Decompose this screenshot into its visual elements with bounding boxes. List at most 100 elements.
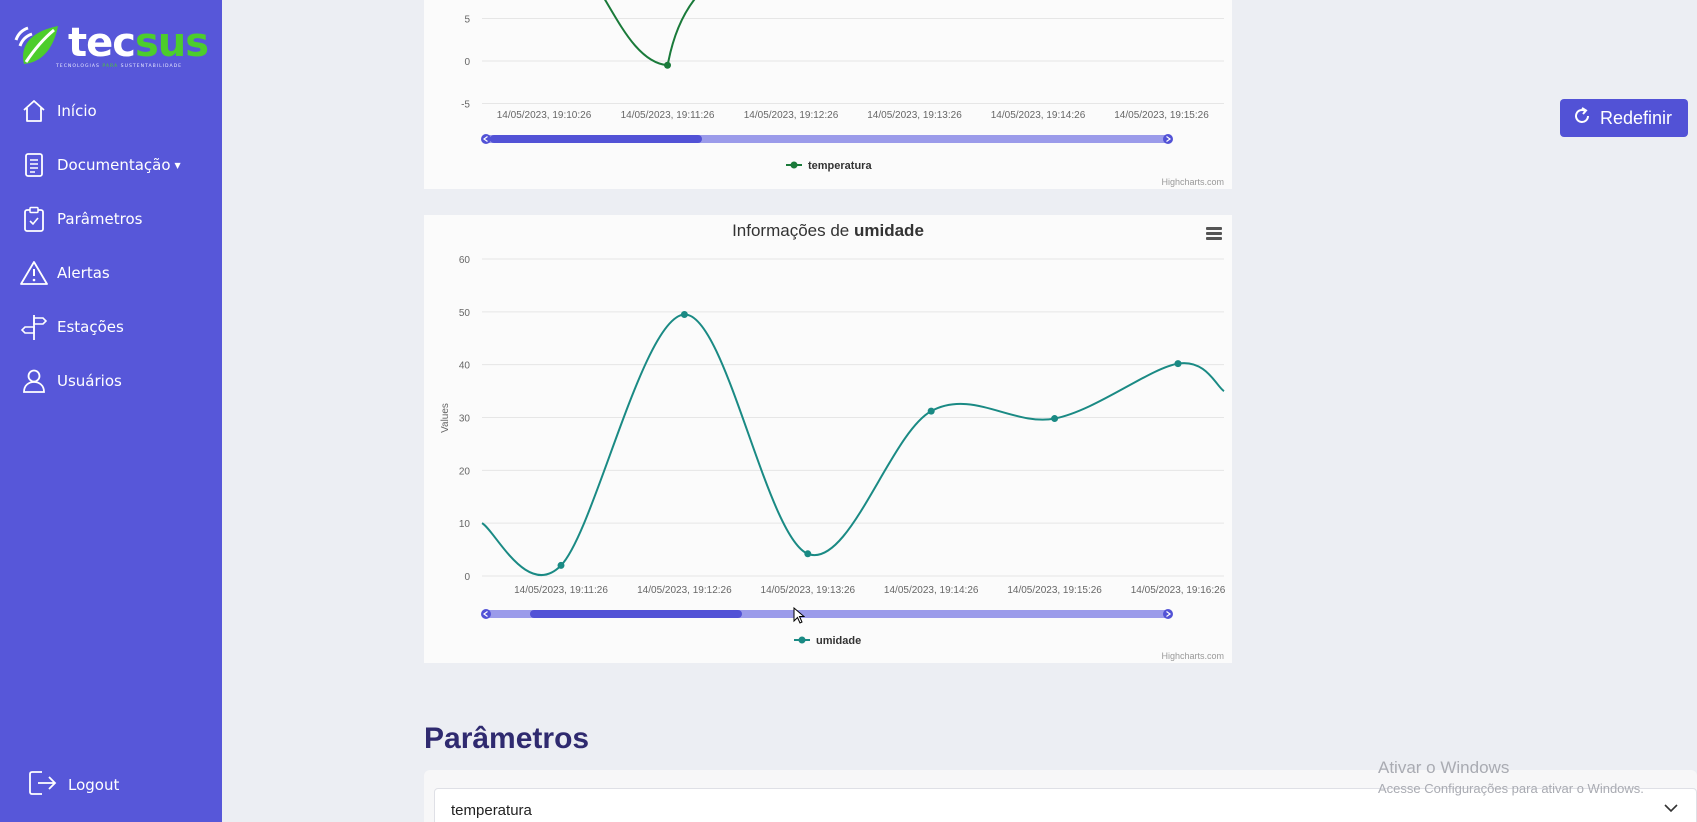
navigator-left-arrow xyxy=(481,609,491,619)
logout-label: Logout xyxy=(68,776,120,794)
home-icon xyxy=(20,97,48,125)
temperature-chart[interactable]: 5 0 -5 14/05/2023, 19:10:26 14/05/2023, 19:1… xyxy=(424,0,1232,189)
x-tick-label: 14/05/2023, 19:15:26 xyxy=(1007,585,1102,596)
sidebar-item-documentacao[interactable]: Documentação ▼ xyxy=(0,138,222,192)
sidebar-item-estacoes[interactable]: Estações xyxy=(0,300,222,354)
sidebar: tecsus TECNOLOGIAS PARA SUSTENTABILIDADE… xyxy=(0,0,222,822)
x-tick-label: 14/05/2023, 19:13:26 xyxy=(867,110,962,121)
reset-button-label: Redefinir xyxy=(1600,107,1673,128)
mouse-cursor-icon xyxy=(793,606,806,629)
x-tick-label: 14/05/2023, 19:12:26 xyxy=(744,110,839,121)
tecsus-logo[interactable]: tecsus TECNOLOGIAS PARA SUSTENTABILIDADE xyxy=(14,20,209,72)
navigator-selection xyxy=(530,610,742,618)
humidity-chart[interactable]: 60 50 40 30 20 10 0 Values 14/05/2023, 19:11:26 1… xyxy=(424,215,1232,663)
navigator-left-chevron xyxy=(482,136,488,142)
chart-title-strong: umidade xyxy=(854,221,924,240)
temperature-chart-card: 5 0 -5 14/05/2023, 19:10:26 14/05/2023, 19:1… xyxy=(424,0,1232,189)
navigator-right-chevron xyxy=(1166,611,1172,617)
x-tick-label: 14/05/2023, 19:11:26 xyxy=(621,110,715,121)
logout-button[interactable]: Logout xyxy=(28,770,119,800)
x-tick-label: 14/05/2023, 19:13:26 xyxy=(761,585,856,596)
legend-temperatura: temperatura xyxy=(808,160,872,172)
temperatura-point xyxy=(664,61,671,69)
navigator-right-arrow xyxy=(1163,134,1173,144)
caret-down-icon: ▼ xyxy=(174,160,181,170)
windows-activation-watermark: Ativar o Windows Acesse Configurações pa… xyxy=(1378,758,1644,796)
legend-marker xyxy=(790,161,798,169)
temperatura-series-line xyxy=(604,0,696,67)
logo-sub-a: TECNOLOGIAS xyxy=(56,64,100,69)
signpost-icon xyxy=(20,313,48,341)
humidity-chart-title: Informações de umidade xyxy=(424,221,1232,241)
highcharts-credits: Highcharts.com xyxy=(1161,177,1224,187)
logo-sub-b: PARA xyxy=(102,64,119,69)
clipboard-check-icon xyxy=(20,205,48,233)
logo-tec: tec xyxy=(68,20,136,66)
watermark-line2: Acesse Configurações para ativar o Windo… xyxy=(1378,781,1644,796)
y-tick-label: 0 xyxy=(464,57,470,68)
chart-menu-icon[interactable] xyxy=(1206,227,1222,241)
sidebar-item-parametros[interactable]: Parâmetros xyxy=(0,192,222,246)
y-tick-label: 0 xyxy=(464,572,470,583)
leaf-logo-icon xyxy=(14,26,58,64)
watermark-line1: Ativar o Windows xyxy=(1378,758,1510,777)
document-icon xyxy=(20,151,48,179)
x-tick-label: 14/05/2023, 19:14:26 xyxy=(991,110,1086,121)
logo-subtitle: TECNOLOGIAS PARA SUSTENTABILIDADE xyxy=(56,64,182,69)
x-tick-label: 14/05/2023, 19:15:26 xyxy=(1114,110,1209,121)
logout-icon xyxy=(28,770,58,800)
umidade-point xyxy=(1174,360,1182,368)
x-tick-label: 14/05/2023, 19:10:26 xyxy=(497,110,592,121)
y-tick-label: 40 xyxy=(459,361,471,372)
chevron-down-icon xyxy=(1662,799,1680,817)
warning-icon xyxy=(20,259,48,287)
y-tick-label: 50 xyxy=(459,308,471,319)
param-card: temperatura xyxy=(424,770,1697,822)
y-tick-label: 5 xyxy=(464,15,470,26)
umidade-point xyxy=(804,550,812,558)
section-title: Parâmetros xyxy=(424,722,590,755)
y-tick-label: 60 xyxy=(459,255,471,266)
refresh-icon xyxy=(1572,106,1592,130)
logo-sub-c: SUSTENTABILIDADE xyxy=(120,64,183,69)
parameter-select[interactable]: temperatura xyxy=(434,788,1697,822)
sidebar-item-inicio[interactable]: Início xyxy=(0,84,222,138)
sidebar-item-label: Parâmetros xyxy=(57,210,143,228)
umidade-point xyxy=(927,407,935,415)
x-tick-label: 14/05/2023, 19:14:26 xyxy=(884,585,979,596)
sidebar-item-alertas[interactable]: Alertas xyxy=(0,246,222,300)
navigator-right-arrow xyxy=(1163,609,1173,619)
y-tick-label: 20 xyxy=(459,466,471,477)
y-tick-label: -5 xyxy=(461,100,470,111)
parameter-select-value: temperatura xyxy=(451,801,532,819)
highcharts-credits: Highcharts.com xyxy=(1161,651,1224,661)
y-axis-label: Values xyxy=(440,403,451,433)
sidebar-item-usuarios[interactable]: Usuários xyxy=(0,354,222,408)
umidade-point xyxy=(1051,415,1059,423)
legend-marker xyxy=(798,636,806,644)
sidebar-item-label: Documentação xyxy=(57,156,171,174)
sidebar-item-label: Alertas xyxy=(57,264,110,282)
navigator-left-chevron xyxy=(482,611,488,617)
humidity-chart-card: Informações de umidade 60 50 40 30 20 10 0 Valu… xyxy=(424,215,1232,663)
umidade-point xyxy=(557,561,565,569)
navigator-selection xyxy=(490,135,702,143)
logo-sus: sus xyxy=(134,20,209,66)
y-tick-label: 10 xyxy=(459,519,471,530)
navigator-right-chevron xyxy=(1166,136,1172,142)
umidade-series-line xyxy=(481,313,1225,576)
y-tick-label: 30 xyxy=(459,414,471,425)
user-icon xyxy=(20,367,48,395)
x-tick-label: 14/05/2023, 19:16:26 xyxy=(1131,585,1226,596)
x-tick-label: 14/05/2023, 19:12:26 xyxy=(637,585,732,596)
navigator-left-arrow xyxy=(481,134,491,144)
sidebar-item-label: Usuários xyxy=(57,372,122,390)
x-tick-label: 14/05/2023, 19:11:26 xyxy=(514,585,608,596)
sidebar-item-label: Início xyxy=(57,102,97,120)
sidebar-nav: Início Documentação ▼ Parâmetros Alertas xyxy=(0,84,222,408)
umidade-point xyxy=(680,310,688,318)
sidebar-item-label: Estações xyxy=(57,318,124,336)
legend-umidade: umidade xyxy=(816,635,861,647)
logo-wordmark: tecsus xyxy=(68,20,209,66)
reset-button[interactable]: Redefinir xyxy=(1560,99,1688,137)
